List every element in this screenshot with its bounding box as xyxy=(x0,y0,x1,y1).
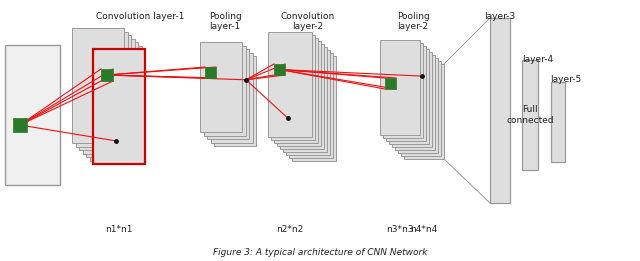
Bar xyxy=(101,69,113,81)
Bar xyxy=(72,28,124,143)
Bar xyxy=(283,47,327,152)
Bar xyxy=(289,53,333,158)
Bar xyxy=(214,56,256,146)
Bar xyxy=(386,46,426,141)
Bar xyxy=(83,39,134,153)
Bar xyxy=(90,45,141,161)
Text: Full
connected: Full connected xyxy=(506,105,554,125)
Bar xyxy=(271,35,315,140)
Bar xyxy=(389,49,429,144)
Bar xyxy=(200,42,242,132)
Bar xyxy=(13,118,27,132)
Bar xyxy=(204,45,246,135)
Bar xyxy=(205,67,216,78)
Text: Convolution
layer-2: Convolution layer-2 xyxy=(281,12,335,31)
Bar xyxy=(392,52,432,147)
Text: layer-3: layer-3 xyxy=(484,12,516,21)
Bar xyxy=(404,64,444,159)
Bar xyxy=(5,45,60,185)
Bar xyxy=(86,42,138,157)
Bar xyxy=(79,35,131,150)
Bar xyxy=(551,82,565,162)
Bar xyxy=(286,50,330,155)
Text: Pooling
layer-2: Pooling layer-2 xyxy=(397,12,429,31)
Bar xyxy=(280,44,324,149)
Bar xyxy=(274,64,285,75)
Bar xyxy=(93,49,145,164)
Text: layer-4: layer-4 xyxy=(522,55,554,64)
Bar xyxy=(490,18,510,203)
Text: Convolution layer-1: Convolution layer-1 xyxy=(96,12,184,21)
Bar xyxy=(211,52,253,143)
Text: n1*n1: n1*n1 xyxy=(105,225,132,234)
Text: n3*n3: n3*n3 xyxy=(387,225,413,234)
Text: n2*n2: n2*n2 xyxy=(276,225,303,234)
Bar xyxy=(385,78,396,89)
Bar xyxy=(395,55,435,150)
Bar xyxy=(268,32,312,137)
Bar xyxy=(76,32,127,146)
Bar xyxy=(401,61,441,156)
Bar xyxy=(207,49,249,139)
Bar xyxy=(398,58,438,153)
Bar xyxy=(277,41,321,146)
Text: Figure 3: A typical architecture of CNN Network: Figure 3: A typical architecture of CNN … xyxy=(212,248,428,257)
Bar xyxy=(292,56,336,161)
Text: layer-5: layer-5 xyxy=(550,75,582,84)
Bar xyxy=(274,38,318,143)
Bar xyxy=(383,43,423,138)
Text: n4*n4: n4*n4 xyxy=(410,225,438,234)
Bar xyxy=(380,40,420,135)
Bar xyxy=(522,60,538,170)
Text: Pooling
layer-1: Pooling layer-1 xyxy=(209,12,241,31)
